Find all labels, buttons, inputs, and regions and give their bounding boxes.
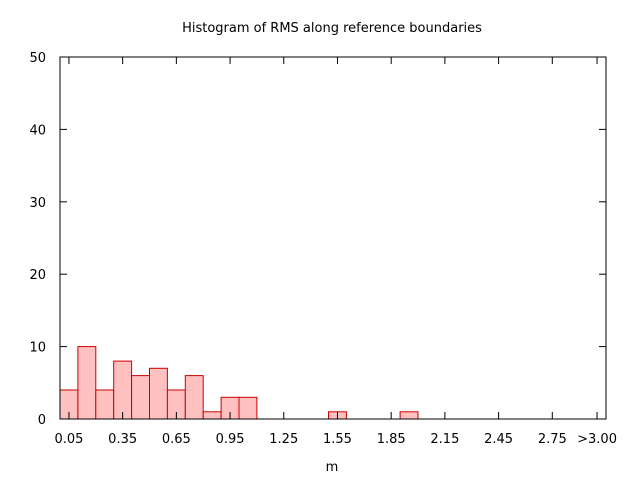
x-tick-label: 0.05	[54, 432, 83, 447]
histogram-bar	[399, 411, 419, 420]
y-tick-label: 10	[29, 341, 46, 356]
y-tick-label: 40	[29, 123, 46, 138]
x-tick-label: 1.25	[269, 432, 298, 447]
y-tick-label: 30	[29, 196, 46, 211]
y-tick-label: 50	[29, 51, 46, 66]
histogram-bar	[131, 375, 151, 420]
plot-frame	[59, 56, 607, 420]
x-tick-label: 0.35	[108, 432, 137, 447]
histogram-bar	[238, 396, 258, 420]
x-tick-label: >3.00	[577, 432, 617, 447]
x-axis-label: m	[326, 460, 339, 475]
histogram-bar	[149, 367, 168, 420]
x-tick-label: 2.75	[538, 432, 567, 447]
x-tick-label: 2.15	[430, 432, 459, 447]
x-tick-label: 0.65	[162, 432, 191, 447]
histogram-bar	[77, 346, 97, 420]
chart-title: Histogram of RMS along reference boundar…	[182, 21, 482, 36]
histogram-bar	[95, 389, 115, 420]
x-tick-label: 2.45	[484, 432, 513, 447]
histogram-bar	[202, 411, 222, 420]
x-tick-label: 0.95	[216, 432, 245, 447]
y-tick-label: 0	[38, 413, 46, 428]
x-tick-label: 1.85	[377, 432, 406, 447]
histogram-bar	[113, 360, 133, 420]
histogram-bar	[184, 375, 204, 420]
x-tick-label: 1.55	[323, 432, 352, 447]
y-tick-label: 20	[29, 268, 46, 283]
ticks-layer: 0 10 20 30 40 50 0.05 0.35 0.65 0.95 1.25 1.55 1.85 2…	[29, 51, 617, 447]
bars-layer	[59, 346, 419, 420]
